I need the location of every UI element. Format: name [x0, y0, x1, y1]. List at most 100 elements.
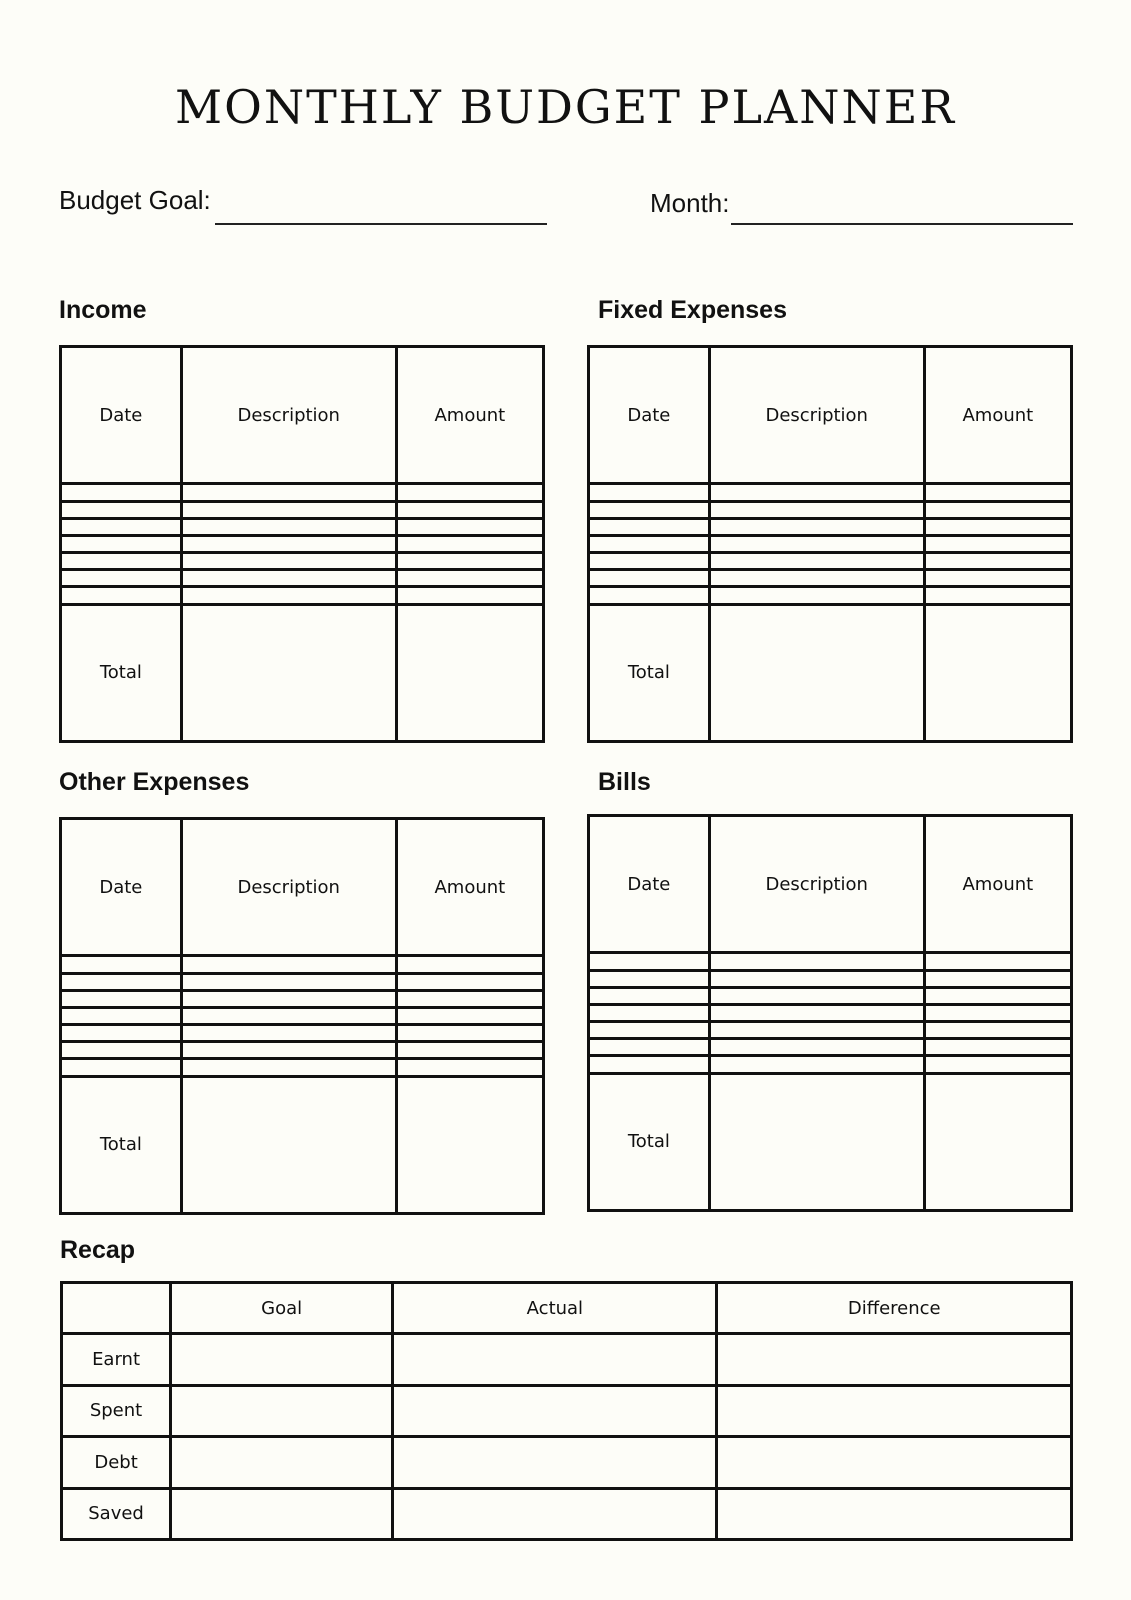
amount-cell[interactable]	[922, 1054, 1074, 1075]
total-amount-cell[interactable]	[394, 602, 546, 744]
recap-difference-cell[interactable]	[715, 1435, 1073, 1490]
recap-goal-cell[interactable]	[169, 1332, 395, 1387]
amount-cell[interactable]	[394, 971, 546, 992]
amount-cell[interactable]	[922, 585, 1074, 606]
recap-actual-cell[interactable]	[391, 1332, 719, 1387]
description-cell[interactable]	[179, 1005, 398, 1027]
date-cell[interactable]	[587, 551, 711, 572]
amount-cell[interactable]	[922, 551, 1074, 572]
recap-actual-cell[interactable]	[391, 1435, 719, 1490]
date-cell[interactable]	[59, 533, 183, 555]
description-cell[interactable]	[179, 533, 398, 555]
recap-actual-cell[interactable]	[391, 1383, 719, 1439]
description-cell[interactable]	[179, 516, 398, 537]
recap-actual-cell[interactable]	[391, 1486, 719, 1542]
recap-goal-cell[interactable]	[169, 1383, 395, 1439]
total-amount-cell[interactable]	[922, 1071, 1074, 1213]
amount-cell[interactable]	[394, 499, 546, 520]
amount-cell[interactable]	[922, 516, 1074, 537]
month-field[interactable]	[731, 223, 1073, 225]
amount-cell[interactable]	[394, 568, 546, 589]
total-description-cell[interactable]	[179, 1074, 398, 1216]
amount-cell[interactable]	[394, 1005, 546, 1027]
description-cell[interactable]	[179, 482, 398, 503]
description-cell[interactable]	[179, 551, 398, 572]
description-cell[interactable]	[179, 1023, 398, 1044]
date-cell[interactable]	[587, 1020, 711, 1041]
date-cell[interactable]	[59, 516, 183, 537]
date-cell[interactable]	[59, 1023, 183, 1044]
amount-cell[interactable]	[922, 568, 1074, 589]
date-cell[interactable]	[59, 551, 183, 572]
description-cell[interactable]	[179, 988, 398, 1009]
description-cell[interactable]	[707, 1054, 926, 1075]
date-cell[interactable]	[59, 1005, 183, 1027]
amount-cell[interactable]	[394, 1023, 546, 1044]
description-cell[interactable]	[707, 951, 926, 972]
recap-goal-cell[interactable]	[169, 1486, 395, 1542]
description-cell[interactable]	[179, 499, 398, 520]
recap-difference-cell[interactable]	[715, 1332, 1073, 1387]
date-cell[interactable]	[59, 499, 183, 520]
description-cell[interactable]	[179, 971, 398, 992]
recap-difference-cell[interactable]	[715, 1486, 1073, 1542]
description-cell[interactable]	[179, 954, 398, 975]
amount-cell[interactable]	[922, 1002, 1074, 1024]
description-cell[interactable]	[707, 482, 926, 503]
date-cell[interactable]	[587, 1002, 711, 1024]
date-cell[interactable]	[587, 585, 711, 606]
amount-cell[interactable]	[394, 533, 546, 555]
description-cell[interactable]	[179, 585, 398, 606]
description-cell[interactable]	[179, 1057, 398, 1078]
description-cell[interactable]	[707, 585, 926, 606]
date-cell[interactable]	[587, 1054, 711, 1075]
date-cell[interactable]	[587, 482, 711, 503]
amount-cell[interactable]	[394, 954, 546, 975]
date-cell[interactable]	[587, 516, 711, 537]
amount-cell[interactable]	[394, 482, 546, 503]
total-description-cell[interactable]	[179, 602, 398, 744]
amount-cell[interactable]	[394, 1040, 546, 1061]
amount-cell[interactable]	[922, 1037, 1074, 1058]
date-cell[interactable]	[587, 985, 711, 1006]
date-cell[interactable]	[587, 951, 711, 972]
date-cell[interactable]	[59, 585, 183, 606]
description-cell[interactable]	[707, 516, 926, 537]
description-cell[interactable]	[707, 1002, 926, 1024]
amount-cell[interactable]	[922, 985, 1074, 1006]
amount-cell[interactable]	[922, 1020, 1074, 1041]
date-cell[interactable]	[59, 1040, 183, 1061]
description-cell[interactable]	[707, 568, 926, 589]
description-cell[interactable]	[707, 551, 926, 572]
amount-cell[interactable]	[922, 533, 1074, 555]
amount-cell[interactable]	[394, 551, 546, 572]
amount-cell[interactable]	[394, 1057, 546, 1078]
amount-cell[interactable]	[922, 968, 1074, 989]
description-cell[interactable]	[707, 968, 926, 989]
date-cell[interactable]	[587, 1037, 711, 1058]
description-cell[interactable]	[707, 985, 926, 1006]
date-cell[interactable]	[587, 968, 711, 989]
description-cell[interactable]	[707, 499, 926, 520]
total-description-cell[interactable]	[707, 602, 926, 744]
amount-cell[interactable]	[922, 951, 1074, 972]
description-cell[interactable]	[707, 533, 926, 555]
budget-goal-field[interactable]	[215, 223, 547, 225]
description-cell[interactable]	[707, 1020, 926, 1041]
description-cell[interactable]	[179, 568, 398, 589]
date-cell[interactable]	[587, 533, 711, 555]
amount-cell[interactable]	[394, 988, 546, 1009]
date-cell[interactable]	[59, 954, 183, 975]
date-cell[interactable]	[59, 988, 183, 1009]
date-cell[interactable]	[587, 499, 711, 520]
amount-cell[interactable]	[394, 516, 546, 537]
recap-difference-cell[interactable]	[715, 1383, 1073, 1439]
date-cell[interactable]	[59, 482, 183, 503]
description-cell[interactable]	[179, 1040, 398, 1061]
total-amount-cell[interactable]	[922, 602, 1074, 744]
amount-cell[interactable]	[394, 585, 546, 606]
total-amount-cell[interactable]	[394, 1074, 546, 1216]
date-cell[interactable]	[587, 568, 711, 589]
amount-cell[interactable]	[922, 499, 1074, 520]
description-cell[interactable]	[707, 1037, 926, 1058]
